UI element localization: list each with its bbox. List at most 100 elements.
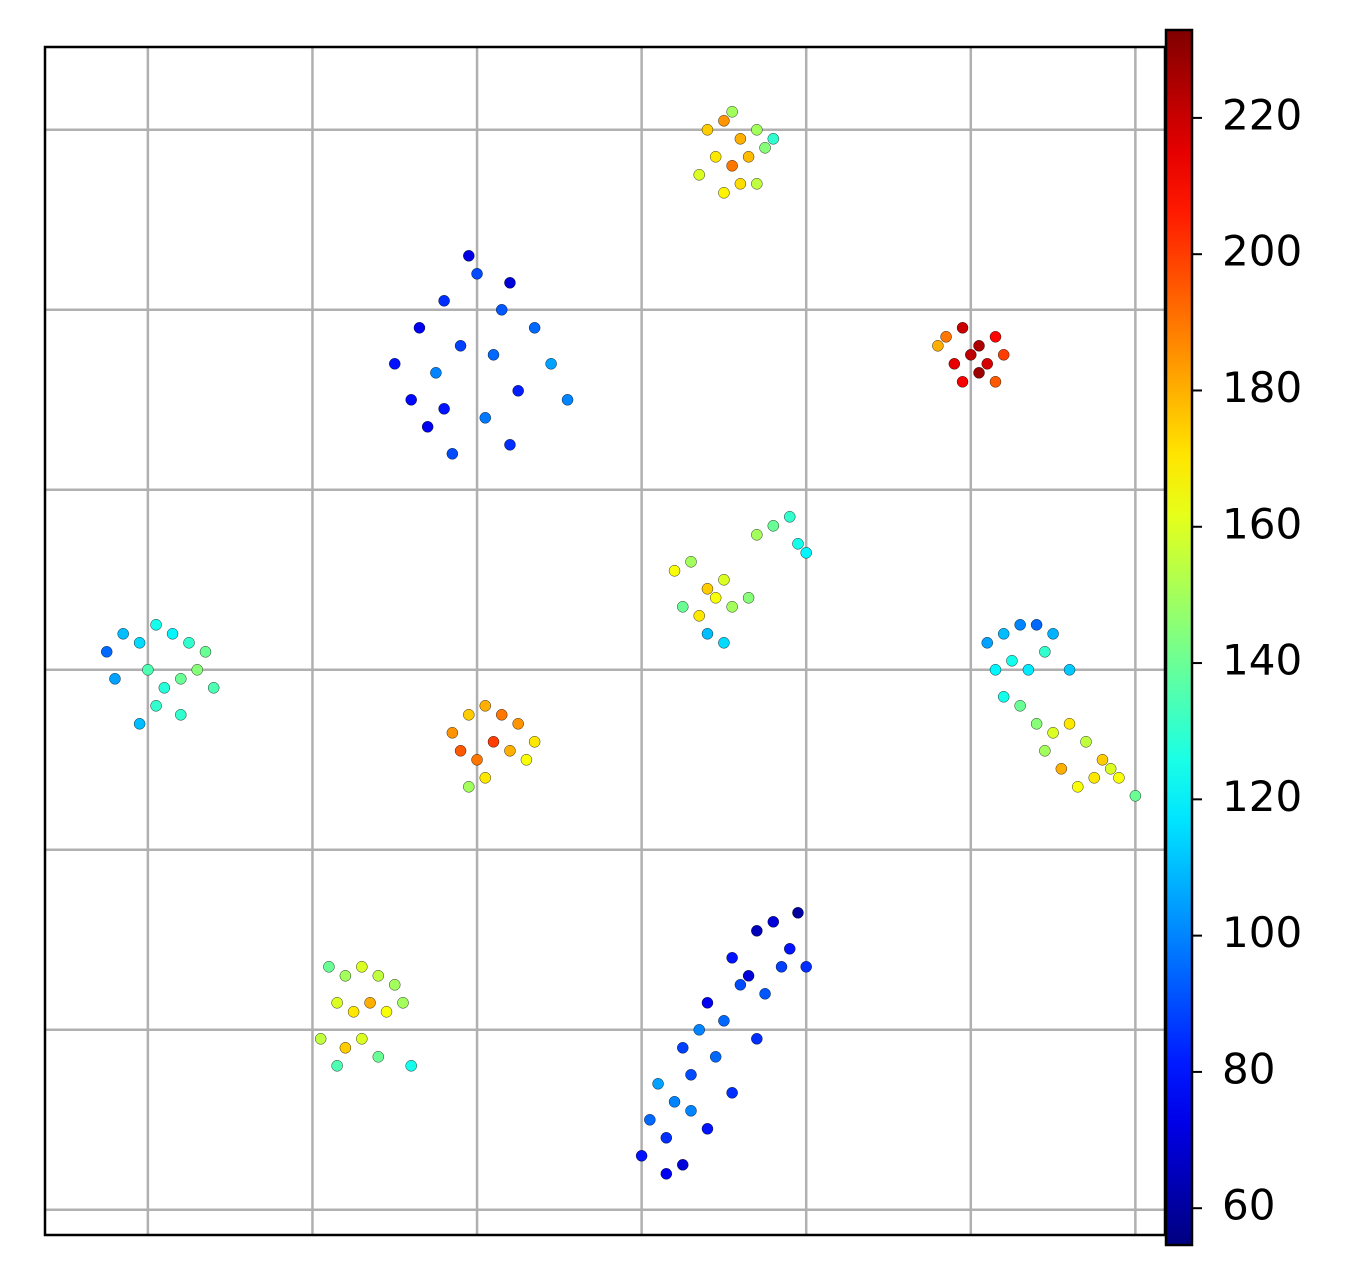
colorbar: [1164, 28, 1194, 1247]
point: [726, 106, 738, 118]
point: [685, 1069, 697, 1081]
point: [677, 1159, 689, 1171]
colorbar-tick-label: 100: [1222, 908, 1302, 957]
point: [652, 1078, 664, 1090]
point: [364, 997, 376, 1009]
point: [471, 754, 483, 766]
point: [109, 673, 121, 685]
point: [940, 331, 952, 343]
point: [965, 349, 977, 361]
point: [158, 682, 171, 694]
point: [677, 601, 689, 613]
point: [973, 367, 985, 379]
point: [989, 664, 1002, 676]
grid: [45, 47, 1165, 1235]
point: [430, 367, 442, 379]
point: [1129, 790, 1142, 802]
point: [421, 421, 434, 433]
points: [101, 106, 1142, 1180]
point: [372, 970, 384, 982]
point: [734, 979, 747, 991]
colorbar-tick-label: 200: [1222, 227, 1302, 276]
point: [479, 772, 491, 784]
point: [709, 1051, 722, 1063]
point: [479, 700, 491, 712]
point: [644, 1114, 656, 1126]
point: [668, 565, 681, 577]
point: [759, 142, 771, 154]
point: [175, 673, 187, 685]
point: [701, 583, 714, 595]
point: [989, 331, 1002, 343]
point: [496, 709, 508, 721]
point: [1022, 664, 1035, 676]
point: [767, 133, 779, 145]
point: [709, 151, 722, 163]
point: [166, 628, 179, 640]
point: [677, 1042, 689, 1054]
point: [413, 322, 426, 334]
point: [1063, 718, 1076, 730]
point: [446, 727, 459, 739]
point: [150, 700, 162, 712]
point: [800, 547, 812, 559]
point: [956, 376, 969, 388]
point: [133, 718, 146, 730]
point: [331, 997, 343, 1009]
point: [932, 340, 944, 352]
point: [701, 124, 714, 136]
point: [1030, 718, 1043, 730]
point: [314, 1033, 327, 1045]
point: [405, 394, 417, 406]
point: [948, 358, 961, 370]
point: [693, 610, 705, 622]
point: [133, 637, 146, 649]
point: [718, 115, 730, 127]
point: [784, 943, 796, 955]
colorbar-ticks: 60 80 100 120 140 160 180 200 220: [1192, 90, 1302, 1230]
point: [701, 997, 714, 1009]
point: [389, 979, 401, 991]
point: [183, 637, 195, 649]
point: [1030, 619, 1043, 631]
point: [751, 178, 763, 190]
point: [207, 682, 220, 694]
point: [438, 295, 450, 307]
point: [1104, 763, 1117, 775]
point: [496, 304, 508, 316]
point: [150, 619, 162, 631]
point: [372, 1051, 384, 1063]
point: [718, 574, 730, 586]
point: [701, 628, 714, 640]
point: [142, 664, 154, 676]
point: [463, 781, 475, 793]
point: [199, 646, 212, 658]
point: [528, 736, 541, 748]
point: [693, 1024, 705, 1036]
point: [1063, 664, 1076, 676]
point: [726, 952, 738, 964]
point: [438, 403, 450, 415]
point: [323, 961, 335, 973]
point: [389, 358, 401, 370]
point: [956, 322, 969, 334]
point: [479, 412, 491, 424]
point: [191, 664, 203, 676]
point: [463, 709, 475, 721]
point: [784, 511, 796, 523]
point: [718, 187, 730, 199]
point: [1047, 628, 1059, 640]
point: [751, 1033, 763, 1045]
point: [1072, 781, 1084, 793]
point: [1096, 754, 1109, 766]
point: [1006, 655, 1018, 667]
point: [331, 1060, 343, 1072]
point: [742, 970, 755, 982]
colorbar-tick-label: 220: [1222, 90, 1302, 139]
point: [726, 1087, 738, 1099]
point: [709, 592, 722, 604]
point: [512, 385, 524, 397]
point: [1047, 727, 1059, 739]
point: [504, 745, 516, 757]
